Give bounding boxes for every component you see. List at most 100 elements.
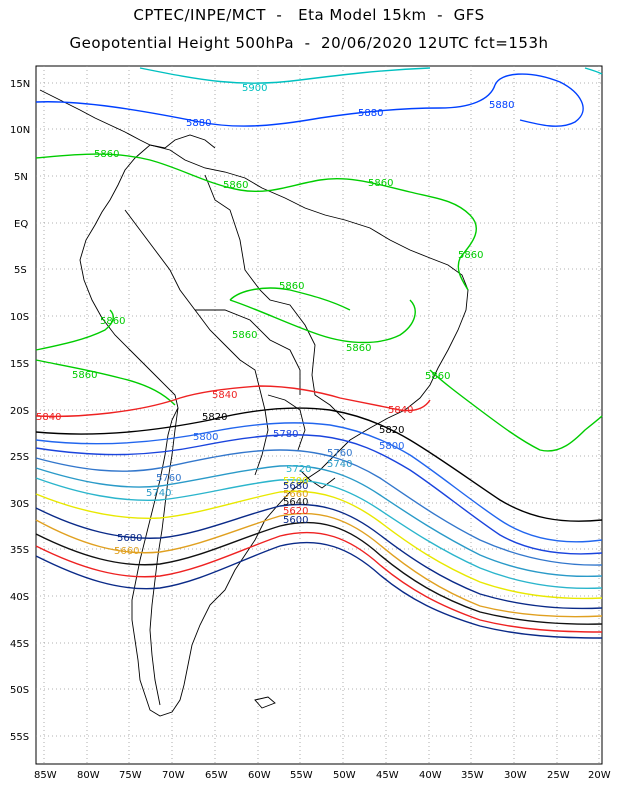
lat-label: 20S [10, 406, 29, 417]
lon-axis: 85W 80W 75W 70W 65W 60W 55W 50W 45W 40W … [34, 770, 611, 781]
contour-label: 5660 [114, 546, 139, 557]
map-frame [35, 65, 603, 765]
contour-label: 5660 [283, 489, 308, 500]
lat-label: 10S [10, 312, 29, 323]
contour-5900-east [584, 67, 603, 75]
contour-label: 5860 [100, 316, 125, 327]
lon-label: 50W [333, 770, 356, 781]
contour-5860-inland2 [229, 287, 351, 311]
lat-axis: 15N 10N 5N EQ 5S 10S 15S 20S 25S 30S 35S… [10, 79, 30, 743]
lat-label: 5S [14, 265, 27, 276]
lon-label: 45W [376, 770, 399, 781]
contour-label: 5840 [36, 412, 61, 423]
lat-label: 5N [14, 172, 28, 183]
contour-label: 5840 [388, 405, 413, 416]
contour-5860-inland [229, 299, 416, 344]
lon-label: 80W [77, 770, 100, 781]
lat-label: 55S [10, 732, 29, 743]
lon-label: 40W [419, 770, 442, 781]
lon-label: 75W [119, 770, 142, 781]
lat-label: EQ [14, 219, 28, 230]
lon-label: 55W [290, 770, 313, 781]
lat-label: 40S [10, 592, 29, 603]
lat-label: 45S [10, 639, 29, 650]
contour-5700 [35, 490, 603, 600]
contour-5600 [35, 541, 603, 639]
graticule [36, 66, 602, 764]
contour-label: 5880 [186, 118, 211, 129]
contour-5620 [35, 531, 603, 633]
lon-label: 35W [461, 770, 484, 781]
contour-label: 5820 [379, 425, 404, 436]
contour-5800 [35, 422, 603, 543]
contour-5680 [35, 503, 603, 610]
contour-label: 5740 [146, 488, 171, 499]
contour-label: 5600 [283, 515, 308, 526]
lon-label: 65W [205, 770, 228, 781]
contour-5880-east [494, 73, 584, 127]
contour-5900 [139, 67, 431, 84]
contour-label: 5780 [273, 429, 298, 440]
lon-label: 85W [34, 770, 57, 781]
contour-label: 5860 [425, 371, 450, 382]
contour-label: 5800 [379, 441, 404, 452]
contour-label: 5860 [232, 330, 257, 341]
contour-5640 [35, 521, 603, 625]
lon-label: 70W [162, 770, 185, 781]
border-bolivia [195, 309, 301, 395]
contour-5660 [35, 512, 603, 618]
contour-label: 5880 [358, 108, 383, 119]
contour-5860-coast [429, 369, 603, 452]
contour-5840 [35, 385, 431, 418]
contour-label: 5820 [202, 412, 227, 423]
caribbean-coast [149, 134, 216, 149]
contour-label: 5620 [283, 506, 308, 517]
contour-label: 5640 [283, 497, 308, 508]
contour-label: 5840 [212, 390, 237, 401]
contour-5860-north [35, 153, 477, 291]
lat-label: 15N [10, 79, 30, 90]
lon-label: 20W [588, 770, 611, 781]
south-america-coast [79, 144, 469, 717]
chart-subtitle: Geopotential Height 500hPa - 20/06/2020 … [69, 34, 549, 52]
contour-5720 [35, 477, 603, 590]
contour-label: 5680 [283, 481, 308, 492]
contour-label: 5860 [72, 370, 97, 381]
contour-5820 [35, 407, 603, 522]
contour-label: 5700 [283, 476, 308, 487]
contour-5880-west [35, 84, 496, 127]
chart-title: CPTEC/INPE/MCT - Eta Model 15km - GFS [133, 6, 485, 24]
lat-label: 25S [10, 452, 29, 463]
lat-label: 30S [10, 499, 29, 510]
contour-label: 5860 [368, 178, 393, 189]
lon-label: 25W [547, 770, 570, 781]
contour-label: 5860 [458, 250, 483, 261]
lat-label: 50S [10, 685, 29, 696]
contour-label: 5900 [242, 83, 267, 94]
contour-label: 5860 [94, 149, 119, 160]
lon-label: 30W [504, 770, 527, 781]
contour-label: 5860 [223, 180, 248, 191]
falklands [254, 696, 276, 709]
border-paraguay [267, 394, 306, 451]
contour-label: 5680 [117, 533, 142, 544]
lon-label: 60W [248, 770, 271, 781]
contour-label: 5860 [346, 343, 371, 354]
lat-label: 35S [10, 545, 29, 556]
border-argentina-chile [149, 407, 179, 706]
contour-5780 [35, 434, 603, 555]
contour-label: 5880 [489, 100, 514, 111]
contour-labels: 5900 5880 5880 5880 5860 5860 5860 5860 … [36, 83, 514, 557]
lat-label: 10N [10, 125, 30, 136]
contour-5860-south [35, 359, 176, 406]
contour-label: 5860 [279, 281, 304, 292]
border-uruguay [299, 469, 336, 489]
contour-label: 5740 [327, 459, 352, 470]
contour-label: 5800 [193, 432, 218, 443]
contour-label: 5760 [327, 448, 352, 459]
contour-5740 [35, 465, 603, 578]
lat-label: 15S [10, 359, 29, 370]
contour-5760 [35, 449, 603, 566]
contour-5860-mid [35, 309, 114, 351]
